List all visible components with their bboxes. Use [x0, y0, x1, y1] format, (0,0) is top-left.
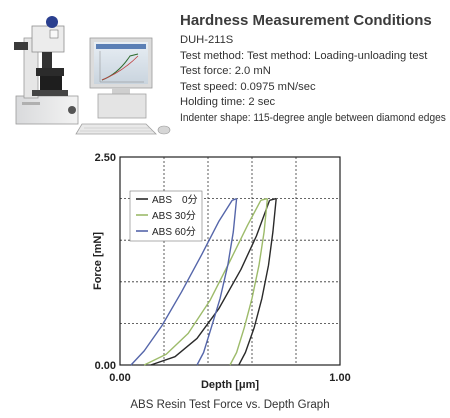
condition-model: DUH-211S — [180, 34, 234, 46]
force-depth-chart: 2.50 0.00 0.00 1.00 Depth [μm] Force [mN… — [92, 152, 351, 411]
y-axis-label: Force [mN] — [92, 232, 104, 290]
series-2-loading-curve — [130, 199, 233, 366]
chart-caption: ABS Resin Test Force vs. Depth Graph — [130, 399, 329, 411]
hardness-tester — [14, 16, 79, 125]
condition-test-force: Test force: 2.0 mN — [180, 65, 271, 78]
series-0 — [150, 197, 277, 366]
computer-monitor — [89, 37, 153, 119]
series-1-loading-curve — [143, 199, 262, 366]
legend-label-2: ABS 60分 — [152, 226, 196, 238]
series-0-unloading-curve — [238, 198, 277, 366]
legend-label-1: ABS 30分 — [152, 210, 196, 222]
conditions-title: Hardness Measurement Conditions — [180, 12, 432, 29]
condition-indenter-shape: Indenter shape: 115-degree angle between… — [180, 111, 446, 124]
series-1 — [143, 197, 269, 366]
x-axis-label: Depth [μm] — [201, 379, 259, 391]
legend-label-0: ABS 0分 — [152, 194, 198, 206]
series-1-unloading-curve — [229, 198, 269, 366]
chart-series — [130, 197, 277, 366]
series-2-unloading-curve — [196, 198, 238, 366]
keyboard — [75, 123, 157, 135]
instrument-photo — [14, 16, 171, 135]
measurement-conditions: Hardness Measurement Conditions DUH-211S… — [180, 12, 446, 127]
x-tick-left: 0.00 — [109, 372, 130, 384]
condition-holding-time: Holding time: 2 sec — [180, 96, 276, 109]
condition-test-speed: Test speed: 0.0975 mN/sec — [180, 80, 316, 93]
x-tick-right: 1.00 — [329, 372, 350, 384]
mouse — [157, 125, 171, 135]
chart-legend: ABS 0分 ABS 30分 ABS 60分 — [129, 190, 203, 242]
series-2 — [130, 197, 238, 366]
series-2-holding-curve — [231, 197, 237, 201]
series-0-loading-curve — [150, 200, 271, 366]
series-0-holding-curve — [269, 197, 277, 201]
condition-test-method: Test method: Test method: Loading-unload… — [180, 49, 428, 62]
chart-grid — [120, 157, 340, 365]
series-1-holding-curve — [260, 197, 268, 201]
y-tick-bottom: 0.00 — [95, 360, 116, 372]
y-tick-top: 2.50 — [95, 152, 116, 164]
